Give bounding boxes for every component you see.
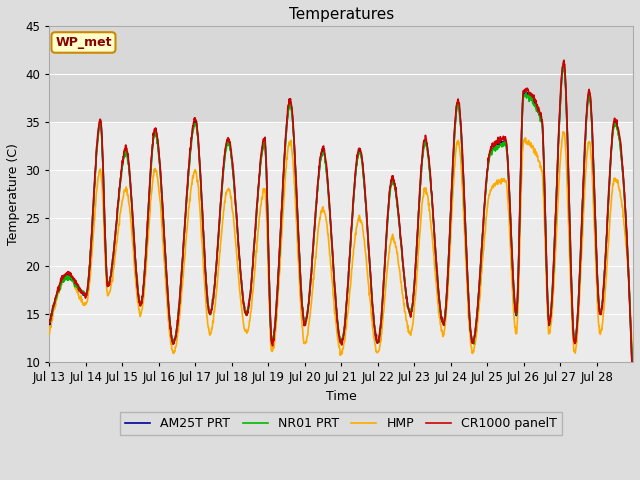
- CR1000 panelT: [45, 320, 53, 326]
- AM25T PRT: [565, 184, 573, 190]
- NR01 PRT: [622, 216, 630, 222]
- AM25T PRT: [315, 170, 323, 176]
- NR01 PRT: [315, 171, 323, 177]
- Line: CR1000 panelT: CR1000 panelT: [49, 60, 633, 362]
- HMP: [559, 129, 567, 135]
- CR1000 panelT: [137, 301, 145, 307]
- HMP: [629, 359, 637, 365]
- NR01 PRT: [326, 214, 334, 219]
- NR01 PRT: [137, 303, 145, 309]
- AM25T PRT: [45, 319, 53, 324]
- HMP: [45, 331, 53, 337]
- AM25T PRT: [560, 61, 568, 67]
- HMP: [137, 310, 145, 316]
- CR1000 panelT: [628, 359, 636, 365]
- AM25T PRT: [137, 302, 145, 308]
- CR1000 panelT: [622, 214, 630, 219]
- Legend: AM25T PRT, NR01 PRT, HMP, CR1000 panelT: AM25T PRT, NR01 PRT, HMP, CR1000 panelT: [120, 412, 563, 435]
- CR1000 panelT: [326, 209, 334, 215]
- CR1000 panelT: [560, 57, 568, 63]
- HMP: [315, 221, 323, 227]
- CR1000 panelT: [629, 359, 637, 365]
- HMP: [326, 252, 334, 258]
- AM25T PRT: [326, 211, 334, 216]
- Y-axis label: Temperature (C): Temperature (C): [7, 143, 20, 245]
- NR01 PRT: [565, 183, 573, 189]
- X-axis label: Time: Time: [326, 390, 356, 403]
- HMP: [479, 254, 486, 260]
- NR01 PRT: [45, 320, 53, 325]
- Text: WP_met: WP_met: [55, 36, 112, 49]
- Line: NR01 PRT: NR01 PRT: [49, 63, 633, 362]
- Line: AM25T PRT: AM25T PRT: [49, 64, 633, 362]
- Title: Temperatures: Temperatures: [289, 7, 394, 22]
- NR01 PRT: [628, 359, 636, 365]
- CR1000 panelT: [315, 164, 323, 169]
- AM25T PRT: [628, 359, 636, 365]
- HMP: [565, 227, 573, 232]
- AM25T PRT: [629, 359, 637, 365]
- Bar: [49, 26, 633, 122]
- NR01 PRT: [479, 230, 486, 236]
- NR01 PRT: [629, 359, 637, 365]
- AM25T PRT: [479, 229, 486, 235]
- HMP: [622, 241, 630, 247]
- CR1000 panelT: [565, 183, 573, 189]
- Line: HMP: HMP: [49, 132, 633, 362]
- CR1000 panelT: [479, 227, 486, 232]
- AM25T PRT: [622, 216, 630, 222]
- NR01 PRT: [560, 60, 568, 66]
